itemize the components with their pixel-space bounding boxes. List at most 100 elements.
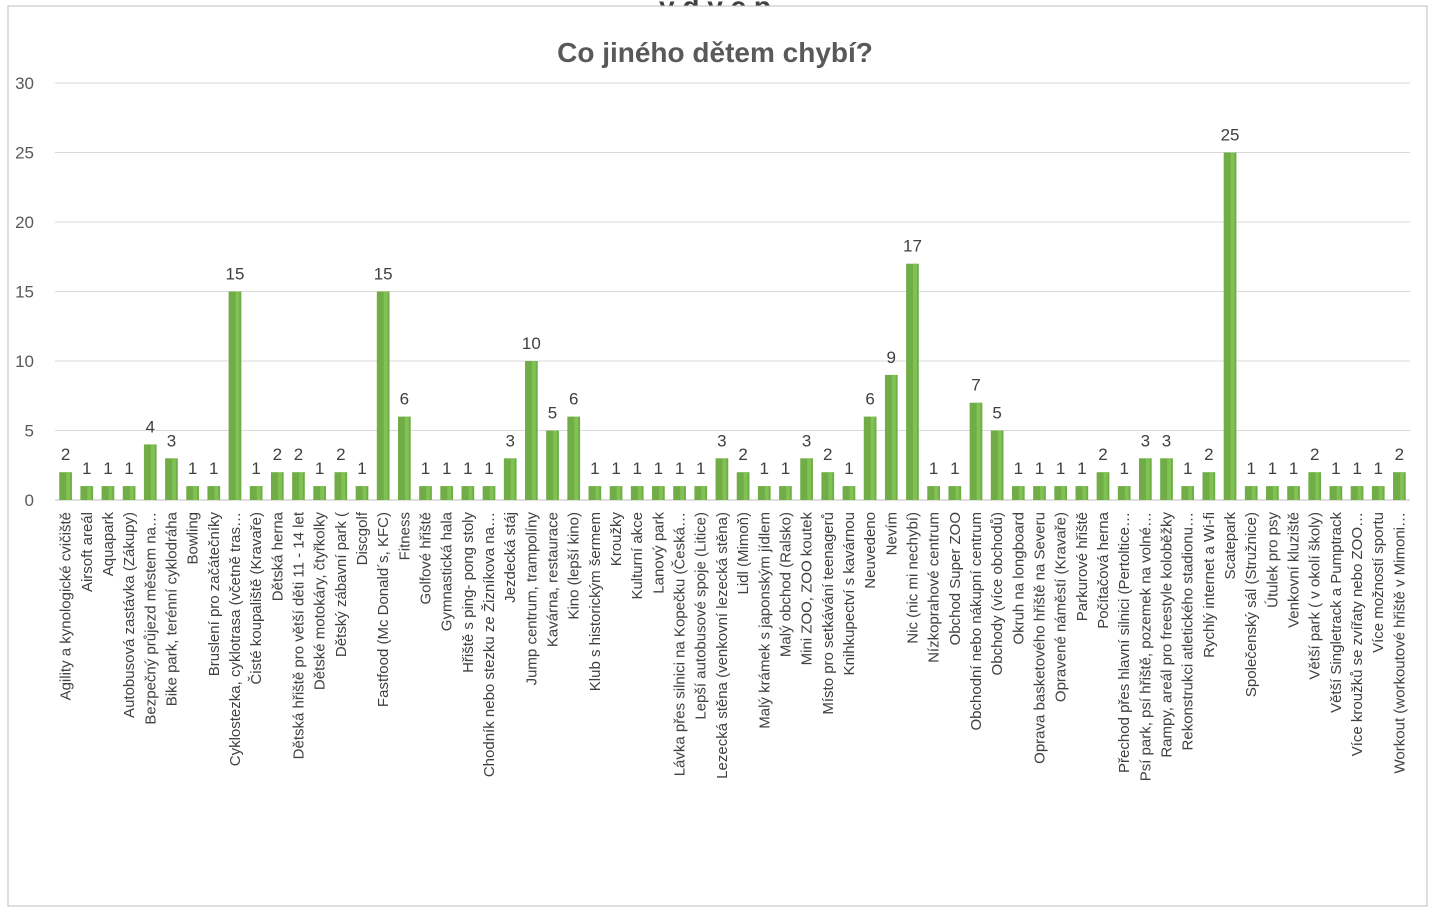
category-label: Psí park, psí hřiště, pozemek na volné… bbox=[1137, 512, 1154, 781]
bar-highlight bbox=[1018, 486, 1023, 500]
bar-highlight bbox=[1230, 152, 1235, 500]
category-label: Bezpečný průjezd městem na… bbox=[142, 512, 159, 725]
bar-highlight bbox=[701, 486, 706, 500]
bar bbox=[588, 486, 602, 500]
bar-highlight bbox=[997, 430, 1002, 500]
category-label: Parkurové hřiště bbox=[1074, 512, 1091, 621]
bar bbox=[757, 486, 771, 500]
data-label: 1 bbox=[929, 459, 938, 478]
bar-highlight bbox=[870, 416, 875, 500]
bar bbox=[673, 486, 686, 500]
y-tick-label: 5 bbox=[25, 422, 34, 441]
category-label: Mini ZOO, ZOO koutek bbox=[799, 512, 816, 666]
category-label: Scatepark bbox=[1222, 512, 1239, 580]
category-label: Hřiště s ping- pong stoly bbox=[460, 512, 477, 673]
category-label: Nic (nic mi nechybí) bbox=[904, 512, 921, 644]
bar-highlight bbox=[1251, 486, 1256, 500]
data-label: 6 bbox=[400, 390, 409, 409]
data-label: 2 bbox=[294, 445, 303, 464]
data-label: 1 bbox=[1035, 459, 1044, 478]
data-label: 1 bbox=[209, 459, 218, 478]
bar bbox=[1011, 486, 1025, 500]
category-label: Gymnastická hala bbox=[439, 511, 456, 631]
category-label: Útulek pro psy bbox=[1264, 512, 1281, 608]
category-label: Jump centrum, trampolíny bbox=[523, 512, 540, 686]
bar bbox=[525, 361, 538, 500]
data-label: 2 bbox=[823, 445, 832, 464]
bar-highlight bbox=[150, 444, 155, 500]
bar-highlight bbox=[1061, 486, 1066, 500]
category-label: Chodník nebo stezku ze Žizníkova na… bbox=[481, 512, 498, 777]
bar-highlight bbox=[574, 416, 579, 500]
bar bbox=[990, 430, 1004, 500]
category-label: Knihkupectví s kavárnou bbox=[841, 512, 858, 675]
data-label: 1 bbox=[421, 459, 430, 478]
bar bbox=[546, 430, 559, 500]
data-label: 1 bbox=[1014, 459, 1023, 478]
data-label: 1 bbox=[357, 459, 366, 478]
data-label: 4 bbox=[146, 417, 155, 436]
bar-highlight bbox=[299, 472, 303, 500]
y-tick-label: 25 bbox=[15, 144, 34, 163]
category-label: Fitness bbox=[396, 512, 413, 560]
y-tick-label: 0 bbox=[25, 491, 34, 510]
data-label: 1 bbox=[654, 459, 663, 478]
bar-highlight bbox=[1167, 458, 1171, 500]
bar-highlight bbox=[129, 486, 134, 500]
category-label: Nízkoprahové centrum bbox=[926, 512, 943, 663]
data-label: 1 bbox=[315, 459, 324, 478]
category-label: Přechod přes hlavní silnici (Pertoltice… bbox=[1116, 512, 1133, 773]
data-label: 2 bbox=[1204, 445, 1213, 464]
bar bbox=[884, 374, 898, 500]
bar-highlight bbox=[637, 486, 642, 500]
bar-highlight bbox=[235, 291, 240, 500]
category-label: Rampy, areál pro freestyle koloběžky bbox=[1159, 512, 1176, 758]
bar-highlight bbox=[66, 472, 71, 500]
bar-highlight bbox=[955, 486, 960, 500]
data-label: 3 bbox=[1162, 431, 1171, 450]
bar bbox=[715, 458, 729, 500]
bar-highlight bbox=[1378, 486, 1383, 500]
category-label: Bruslení pro začátečníky bbox=[206, 512, 223, 677]
bar-highlight bbox=[1209, 472, 1214, 500]
category-label: Opravené náměstí (Kravaře) bbox=[1053, 512, 1070, 702]
data-label: 3 bbox=[505, 431, 514, 450]
data-label: 1 bbox=[1246, 459, 1255, 478]
data-label: 1 bbox=[484, 459, 493, 478]
bar-highlight bbox=[616, 486, 621, 500]
category-label: Venkovní kluziště bbox=[1286, 512, 1303, 628]
category-label: Více možností sportu bbox=[1370, 512, 1387, 653]
category-label: Kroužky bbox=[608, 512, 625, 567]
y-tick-label: 15 bbox=[15, 283, 34, 302]
data-label: 3 bbox=[717, 431, 726, 450]
bar-highlight bbox=[341, 472, 346, 500]
category-label: Více kroužků se zvířaty nebo ZOO… bbox=[1349, 512, 1366, 756]
bar-highlight bbox=[553, 430, 557, 500]
data-label: 17 bbox=[903, 237, 922, 256]
data-label: 1 bbox=[1056, 459, 1065, 478]
bar-highlight bbox=[1082, 486, 1087, 500]
data-label: 1 bbox=[82, 459, 91, 478]
data-label: 1 bbox=[696, 459, 705, 478]
data-label: 1 bbox=[950, 459, 959, 478]
bar-highlight bbox=[108, 486, 113, 500]
data-label: 1 bbox=[760, 459, 769, 478]
category-label: Místo pro setkávání teenagerů bbox=[820, 512, 837, 715]
category-label: Dětský zábavní park ( bbox=[333, 512, 350, 657]
bar-highlight bbox=[87, 486, 92, 500]
category-label: Malý krámek s japonským jídlem bbox=[756, 512, 773, 729]
data-label: 1 bbox=[611, 459, 620, 478]
bar-highlight bbox=[193, 486, 198, 500]
bar bbox=[927, 486, 940, 500]
bar-highlight bbox=[807, 458, 812, 500]
chart-title: Co jiného dětem chybí? bbox=[557, 37, 873, 68]
data-label: 1 bbox=[1119, 459, 1128, 478]
category-label: Kavárna, restaurace bbox=[545, 512, 562, 647]
bar-highlight bbox=[1294, 486, 1299, 500]
data-label: 1 bbox=[442, 459, 451, 478]
data-label: 1 bbox=[1183, 459, 1192, 478]
category-label: Větší park ( v okolí školy) bbox=[1307, 512, 1324, 680]
bar-highlight bbox=[447, 486, 452, 500]
category-label: Lidl (Mimoň) bbox=[735, 512, 752, 595]
